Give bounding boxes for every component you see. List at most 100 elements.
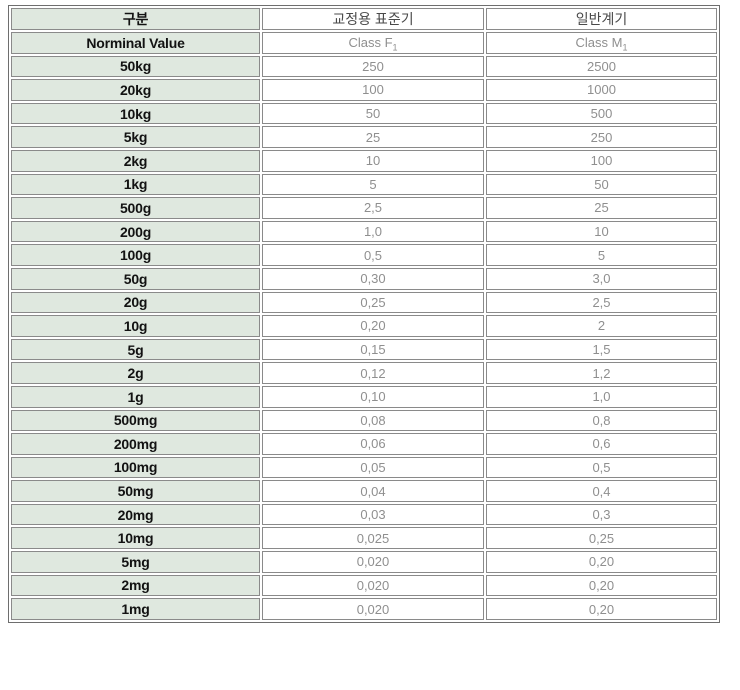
- f1-value-cell: 0,12: [262, 362, 484, 384]
- header-cell-calibration-standard: 교정용 표준기: [262, 8, 484, 30]
- table-row: 200mg 0,06 0,6: [11, 433, 717, 455]
- m1-value-cell: 5: [486, 244, 717, 266]
- row-label-cell: 20mg: [11, 503, 260, 526]
- table-row: 2g 0,12 1,2: [11, 362, 717, 384]
- row-label-cell: 500g: [11, 197, 260, 219]
- class-f-subscript: 1: [392, 42, 398, 53]
- m1-value-cell: 1,5: [486, 338, 717, 361]
- f1-value-cell: 250: [262, 55, 484, 78]
- table-row: 5mg 0,020 0,20: [11, 551, 717, 573]
- header-cell-class-f1: Class F1: [262, 32, 484, 54]
- m1-value-cell: 0,8: [486, 409, 717, 432]
- row-label-cell: 200mg: [11, 433, 260, 455]
- m1-value-cell: 25: [486, 197, 717, 219]
- table-row: 10kg 50 500: [11, 102, 717, 125]
- m1-value-cell: 0,3: [486, 503, 717, 526]
- row-label-cell: 100g: [11, 244, 260, 266]
- m1-value-cell: 100: [486, 149, 717, 172]
- f1-value-cell: 10: [262, 149, 484, 172]
- table-row: 2mg 0,020 0,20: [11, 574, 717, 597]
- header-row-class: Norminal Value Class F1 Class M1: [11, 32, 717, 54]
- m1-value-cell: 0,20: [486, 574, 717, 597]
- row-label-cell: 5kg: [11, 126, 260, 148]
- m1-value-cell: 0,20: [486, 551, 717, 573]
- row-label-cell: 20kg: [11, 79, 260, 101]
- table-row: 20g 0,25 2,5: [11, 291, 717, 314]
- m1-value-cell: 0,4: [486, 480, 717, 502]
- table-row: 50g 0,30 3,0: [11, 267, 717, 290]
- m1-value-cell: 0,25: [486, 527, 717, 550]
- f1-value-cell: 0,06: [262, 433, 484, 455]
- class-m-subscript: 1: [622, 42, 628, 53]
- table-row: 5g 0,15 1,5: [11, 338, 717, 361]
- table-row: 2kg 10 100: [11, 149, 717, 172]
- row-label-cell: 100mg: [11, 456, 260, 479]
- header-cell-class-m1: Class M1: [486, 32, 717, 54]
- table-row: 1mg 0,020 0,20: [11, 598, 717, 620]
- table-row: 50kg 250 2500: [11, 55, 717, 78]
- class-m-text: Class M: [575, 35, 623, 51]
- m1-value-cell: 500: [486, 102, 717, 125]
- header-cell-gubun: 구분: [11, 8, 260, 30]
- row-label-cell: 2g: [11, 362, 260, 384]
- row-label-cell: 50kg: [11, 55, 260, 78]
- table-row: 10mg 0,025 0,25: [11, 527, 717, 550]
- f1-value-cell: 1,0: [262, 220, 484, 243]
- f1-value-cell: 0,020: [262, 574, 484, 597]
- m1-value-cell: 2,5: [486, 291, 717, 314]
- weight-tolerance-table: 구분 교정용 표준기 일반계기 Norminal Value Class F1 …: [8, 5, 720, 623]
- f1-value-cell: 0,03: [262, 503, 484, 526]
- row-label-cell: 1g: [11, 385, 260, 408]
- m1-value-cell: 250: [486, 126, 717, 148]
- f1-value-cell: 5: [262, 173, 484, 196]
- row-label-cell: 50g: [11, 267, 260, 290]
- header-cell-nominal-value: Norminal Value: [11, 32, 260, 54]
- table-row: 100g 0,5 5: [11, 244, 717, 266]
- f1-value-cell: 0,5: [262, 244, 484, 266]
- m1-value-cell: 0,20: [486, 598, 717, 620]
- f1-value-cell: 0,020: [262, 551, 484, 573]
- table-header-section: 구분 교정용 표준기 일반계기 Norminal Value Class F1 …: [11, 8, 717, 54]
- table-row: 1kg 5 50: [11, 173, 717, 196]
- row-label-cell: 500mg: [11, 409, 260, 432]
- f1-value-cell: 0,025: [262, 527, 484, 550]
- m1-value-cell: 10: [486, 220, 717, 243]
- f1-value-cell: 0,04: [262, 480, 484, 502]
- row-label-cell: 200g: [11, 220, 260, 243]
- row-label-cell: 10kg: [11, 102, 260, 125]
- m1-value-cell: 1000: [486, 79, 717, 101]
- row-label-cell: 10g: [11, 315, 260, 337]
- table-row: 20mg 0,03 0,3: [11, 503, 717, 526]
- table-row: 10g 0,20 2: [11, 315, 717, 337]
- table-row: 5kg 25 250: [11, 126, 717, 148]
- f1-value-cell: 0,05: [262, 456, 484, 479]
- row-label-cell: 1mg: [11, 598, 260, 620]
- m1-value-cell: 2: [486, 315, 717, 337]
- row-label-cell: 20g: [11, 291, 260, 314]
- f1-value-cell: 50: [262, 102, 484, 125]
- m1-value-cell: 0,5: [486, 456, 717, 479]
- m1-value-cell: 50: [486, 173, 717, 196]
- row-label-cell: 2kg: [11, 149, 260, 172]
- row-label-cell: 2mg: [11, 574, 260, 597]
- f1-value-cell: 2,5: [262, 197, 484, 219]
- header-cell-general-instrument: 일반계기: [486, 8, 717, 30]
- row-label-cell: 50mg: [11, 480, 260, 502]
- row-label-cell: 5mg: [11, 551, 260, 573]
- f1-value-cell: 0,10: [262, 385, 484, 408]
- table-row: 200g 1,0 10: [11, 220, 717, 243]
- f1-value-cell: 0,08: [262, 409, 484, 432]
- header-row-korean: 구분 교정용 표준기 일반계기: [11, 8, 717, 30]
- table-row: 1g 0,10 1,0: [11, 385, 717, 408]
- m1-value-cell: 1,2: [486, 362, 717, 384]
- row-label-cell: 10mg: [11, 527, 260, 550]
- f1-value-cell: 0,30: [262, 267, 484, 290]
- table-row: 500mg 0,08 0,8: [11, 409, 717, 432]
- table-body: 50kg 250 2500 20kg 100 1000 10kg 50 500 …: [11, 55, 717, 620]
- row-label-cell: 1kg: [11, 173, 260, 196]
- m1-value-cell: 1,0: [486, 385, 717, 408]
- table-row: 500g 2,5 25: [11, 197, 717, 219]
- f1-value-cell: 0,20: [262, 315, 484, 337]
- m1-value-cell: 0,6: [486, 433, 717, 455]
